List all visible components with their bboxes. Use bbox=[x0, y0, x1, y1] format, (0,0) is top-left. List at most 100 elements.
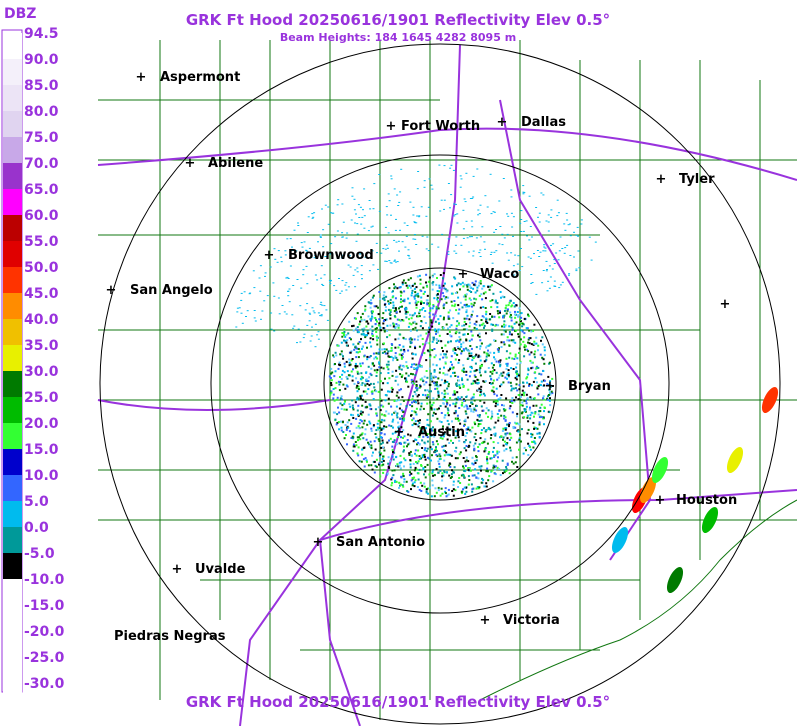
echo-pixel bbox=[473, 374, 476, 377]
echo-pixel bbox=[430, 377, 433, 380]
echo-pixel bbox=[493, 351, 496, 354]
echo-pixel bbox=[437, 392, 440, 395]
echo-pixel bbox=[548, 388, 551, 391]
echo-pixel bbox=[384, 414, 387, 417]
echo-pixel bbox=[397, 337, 400, 340]
echo-pixel bbox=[380, 366, 383, 369]
echo-pixel bbox=[376, 426, 379, 429]
echo-pixel bbox=[384, 260, 387, 262]
echo-pixel bbox=[464, 294, 467, 296]
echo-pixel bbox=[514, 376, 517, 379]
echo-pixel bbox=[391, 449, 394, 452]
echo-pixel bbox=[442, 474, 445, 477]
echo-pixel bbox=[506, 252, 509, 254]
echo-pixel bbox=[503, 409, 506, 412]
echo-pixel bbox=[356, 347, 359, 350]
echo-pixel bbox=[421, 337, 424, 340]
echo-pixel bbox=[494, 465, 497, 468]
echo-pixel bbox=[428, 357, 431, 360]
echo-pixel bbox=[490, 382, 493, 385]
echo-pixel bbox=[446, 407, 449, 410]
echo-pixel bbox=[485, 346, 488, 349]
echo-pixel bbox=[439, 405, 442, 407]
echo-pixel bbox=[376, 368, 379, 371]
echo-pixel bbox=[462, 386, 465, 388]
echo-pixel bbox=[432, 443, 435, 446]
echo-pixel bbox=[573, 231, 575, 233]
echo-pixel bbox=[431, 188, 434, 190]
echo-pixel bbox=[458, 348, 461, 351]
echo-pixel bbox=[499, 365, 502, 368]
echo-pixel bbox=[355, 377, 358, 380]
echo-pixel bbox=[447, 453, 450, 456]
echo-pixel bbox=[498, 467, 501, 470]
echo-pixel bbox=[550, 244, 552, 246]
echo-pixel bbox=[397, 324, 400, 327]
echo-pixel bbox=[304, 309, 307, 311]
echo-pixel bbox=[399, 229, 401, 231]
echo-pixel bbox=[533, 342, 536, 345]
echo-pixel bbox=[344, 400, 346, 403]
echo-pixel bbox=[328, 279, 331, 281]
echo-pixel bbox=[403, 348, 406, 351]
echo-pixel bbox=[435, 338, 438, 340]
echo-pixel bbox=[409, 459, 412, 462]
echo-pixel bbox=[545, 260, 548, 262]
echo-pixel bbox=[450, 324, 453, 327]
echo-pixel bbox=[492, 386, 495, 389]
echo-pixel bbox=[530, 361, 533, 364]
echo-pixel bbox=[460, 490, 463, 493]
echo-pixel bbox=[521, 322, 524, 325]
echo-pixel bbox=[448, 427, 451, 430]
echo-pixel bbox=[516, 370, 518, 373]
echo-pixel bbox=[383, 433, 386, 436]
echo-pixel bbox=[485, 310, 488, 313]
echo-pixel bbox=[409, 201, 412, 203]
echo-pixel bbox=[457, 486, 460, 488]
echo-pixel bbox=[539, 410, 542, 413]
echo-pixel bbox=[512, 216, 515, 218]
echo-pixel bbox=[357, 348, 360, 350]
echo-pixel bbox=[453, 203, 456, 205]
echo-pixel bbox=[480, 419, 483, 422]
echo-pixel bbox=[409, 434, 412, 437]
echo-pixel bbox=[470, 313, 473, 316]
echo-pixel bbox=[368, 301, 371, 304]
echo-pixel bbox=[388, 466, 391, 469]
echo-pixel bbox=[411, 477, 414, 479]
echo-pixel bbox=[437, 486, 440, 489]
echo-pixel bbox=[527, 428, 530, 431]
echo-pixel bbox=[384, 226, 387, 228]
echo-pixel bbox=[381, 439, 384, 442]
echo-pixel bbox=[372, 382, 375, 385]
echo-pixel bbox=[450, 164, 453, 166]
echo-pixel bbox=[340, 407, 343, 410]
echo-pixel bbox=[468, 305, 471, 308]
echo-pixel bbox=[454, 457, 457, 460]
echo-pixel bbox=[410, 323, 413, 326]
echo-pixel bbox=[417, 472, 420, 475]
echo-pixel bbox=[489, 370, 492, 373]
echo-pixel bbox=[376, 320, 378, 323]
echo-pixel bbox=[413, 320, 416, 323]
echo-pixel bbox=[395, 414, 398, 417]
echo-pixel bbox=[364, 334, 367, 337]
echo-pixel bbox=[433, 384, 436, 387]
echo-pixel bbox=[538, 383, 541, 386]
echo-pixel bbox=[348, 364, 351, 367]
echo-pixel bbox=[477, 209, 480, 211]
echo-pixel bbox=[412, 462, 415, 465]
echo-pixel bbox=[535, 293, 538, 295]
echo-pixel bbox=[472, 283, 475, 286]
echo-pixel bbox=[493, 472, 496, 475]
echo-pixel bbox=[434, 329, 437, 332]
echo-pixel bbox=[341, 203, 344, 205]
echo-pixel bbox=[497, 456, 499, 459]
echo-pixel bbox=[521, 330, 524, 333]
echo-pixel bbox=[431, 349, 434, 352]
echo-pixel bbox=[359, 397, 362, 400]
echo-pixel bbox=[385, 363, 388, 366]
echo-pixel bbox=[345, 334, 348, 336]
echo-pixel bbox=[447, 414, 450, 417]
echo-pixel bbox=[395, 311, 398, 314]
